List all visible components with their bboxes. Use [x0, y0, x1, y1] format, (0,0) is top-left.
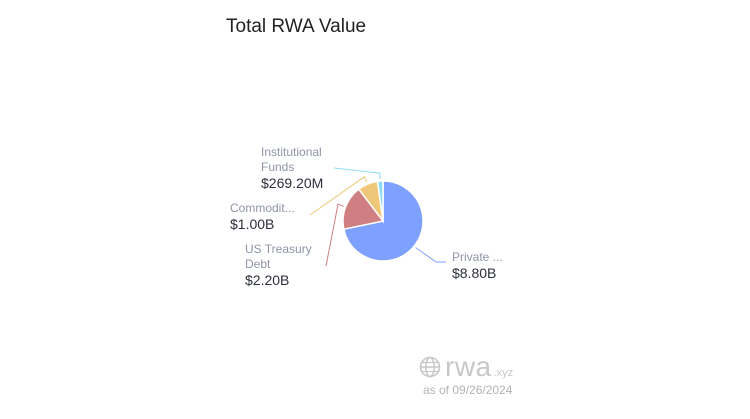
leader-line	[325, 203, 344, 267]
slice-name-label: Commodit...	[230, 201, 295, 215]
pie-slice[interactable]	[342, 188, 385, 231]
leader-line	[415, 247, 446, 263]
slice-name-label: Debt	[245, 257, 271, 271]
leader-line	[333, 167, 381, 180]
pie-slice[interactable]	[376, 180, 384, 222]
as-of-date: as of 09/26/2024	[423, 383, 513, 397]
slice-value-label: $269.20M	[261, 175, 323, 191]
slice-name-label: US Treasury	[245, 242, 312, 256]
chart-title: Total RWA Value	[226, 16, 367, 37]
watermark-suffix: .xyz	[493, 367, 514, 379]
slice-value-label: $1.00B	[230, 216, 274, 232]
slice-name-label: Private ...	[452, 250, 503, 264]
slice-value-label: $8.80B	[452, 265, 496, 281]
watermark-brand: rwa	[445, 351, 492, 382]
slice-value-label: $2.20B	[245, 272, 289, 288]
slice-name-label: Funds	[261, 160, 294, 174]
globe-icon	[419, 356, 441, 378]
leader-line	[309, 175, 368, 216]
watermark: rwa .xyz	[419, 351, 513, 383]
slice-name-label: Institutional	[261, 145, 322, 159]
